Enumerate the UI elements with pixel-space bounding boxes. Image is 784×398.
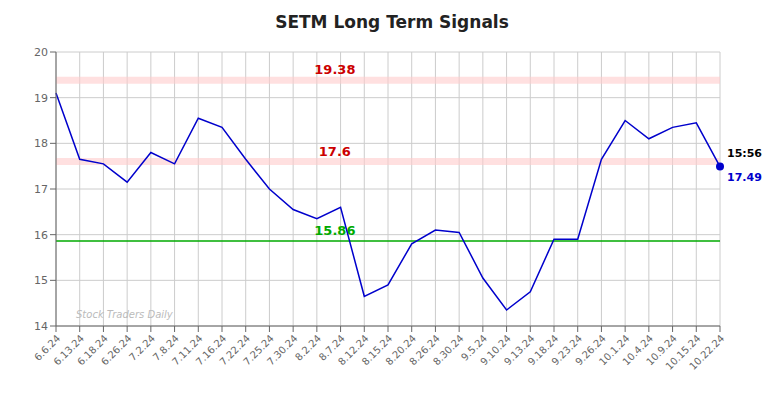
svg-text:15:56: 15:56 [727,147,762,160]
svg-text:8.26.24: 8.26.24 [407,332,442,368]
svg-text:9.26.24: 9.26.24 [573,332,608,368]
svg-text:15: 15 [34,274,48,287]
svg-text:9.13.24: 9.13.24 [502,332,537,368]
svg-text:20: 20 [34,46,48,59]
svg-text:18: 18 [34,137,48,150]
svg-text:8.15.24: 8.15.24 [359,332,395,368]
svg-text:7.8.24: 7.8.24 [150,332,181,363]
svg-text:7.11.24: 7.11.24 [170,332,205,368]
svg-text:8.30.24: 8.30.24 [431,333,466,368]
svg-text:6.26.24: 6.26.24 [99,333,134,368]
svg-text:15.86: 15.86 [314,223,355,238]
svg-text:17.49: 17.49 [727,171,762,184]
svg-text:6.6.24: 6.6.24 [32,332,63,363]
svg-text:8.12.24: 8.12.24 [336,332,371,368]
svg-text:17: 17 [34,183,48,196]
svg-text:10.9.24: 10.9.24 [644,332,679,368]
svg-text:7.25.24: 7.25.24 [241,332,276,368]
svg-text:7.30.24: 7.30.24 [265,333,300,368]
svg-text:16: 16 [34,229,48,242]
svg-text:6.18.24: 6.18.24 [75,332,110,368]
svg-text:7.22.24: 7.22.24 [217,332,253,368]
svg-text:7.16.24: 7.16.24 [193,332,229,368]
svg-text:14: 14 [34,320,48,333]
html-text:Stock Traders Daily: Stock Traders Daily [76,309,173,320]
svg-text:8.7.24: 8.7.24 [316,332,347,363]
html-text:SETM Long Term Signals: SETM Long Term Signals [275,12,509,32]
svg-text:17.6: 17.6 [319,144,351,159]
svg-text:9.18.24: 9.18.24 [525,332,561,368]
svg-text:10.4.24: 10.4.24 [620,332,656,368]
svg-text:19.38: 19.38 [314,62,355,77]
svg-text:19: 19 [34,92,48,105]
svg-text:7.2.24: 7.2.24 [127,332,158,363]
svg-text:10.22.24: 10.22.24 [687,333,726,372]
svg-text:8.2.24: 8.2.24 [293,332,324,363]
svg-text:10.15.24: 10.15.24 [663,332,703,372]
svg-text:6.13.24: 6.13.24 [51,332,87,368]
svg-text:8.20.24: 8.20.24 [383,332,419,368]
svg-text:9.5.24: 9.5.24 [459,332,490,363]
svg-text:9.23.24: 9.23.24 [549,332,585,368]
svg-text:10.1.24: 10.1.24 [596,332,632,368]
svg-text:9.10.24: 9.10.24 [478,332,513,368]
